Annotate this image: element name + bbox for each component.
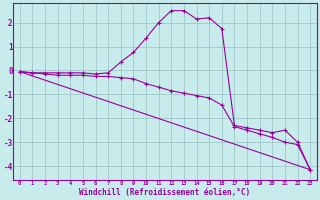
X-axis label: Windchill (Refroidissement éolien,°C): Windchill (Refroidissement éolien,°C) — [79, 188, 251, 197]
